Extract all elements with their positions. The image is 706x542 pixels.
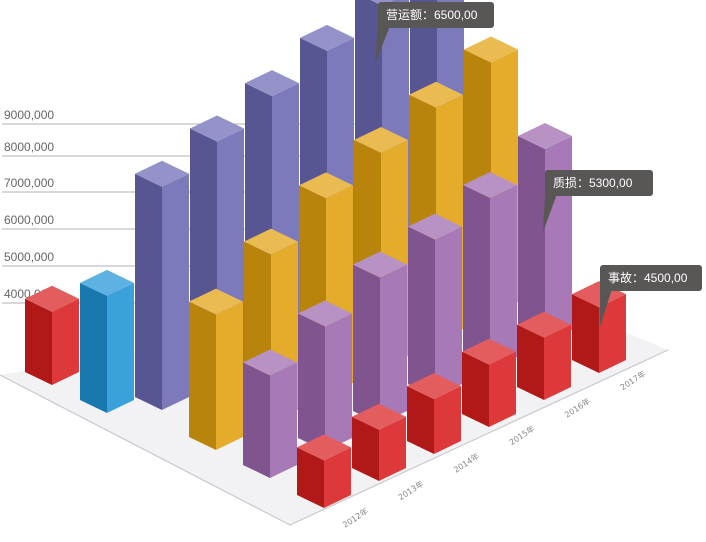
bar [352,403,406,481]
bar [517,311,571,400]
y-tick-label: 6000,000 [4,213,54,227]
bar [25,285,79,385]
callout-label: 质损：5300,00 [553,176,633,190]
x-tick-label: 2017年 [618,368,647,392]
callout-3: 事故：4500,00 [600,265,702,327]
bar [135,160,189,410]
x-tick-label: 2012年 [341,506,370,530]
bar [243,349,297,478]
bar [408,213,462,397]
bar [572,281,626,373]
y-tick-label: 9000,000 [4,108,54,122]
callout-label: 事故：4500,00 [608,270,688,285]
bar [462,338,516,427]
x-tick-label: 2013年 [396,478,425,502]
callouts: 营运额：6500,00 质损：5300,00 事故：4500,00 [375,2,702,327]
bar [353,251,407,424]
y-axis-labels: 4000,0005000,0006000,0007000,0008000,000… [4,108,54,301]
callout-label: 营运额：6500,00 [386,8,478,22]
y-tick-label: 8000,000 [4,140,54,154]
x-tick-label: 2016年 [563,396,592,420]
bar [297,434,351,508]
floor-edge [0,349,669,526]
bar [80,269,134,413]
x-tick-label: 2014年 [452,451,481,475]
bar [189,288,243,450]
y-tick-label: 5000,000 [4,250,54,264]
bar [463,171,517,370]
callout-2: 质损：5300,00 [543,170,653,232]
bar [518,123,572,343]
y-tick-label: 7000,000 [4,176,54,190]
callout-1: 营运额：6500,00 [375,2,494,64]
bars [25,0,626,508]
bar [407,373,461,454]
bar [298,300,352,451]
x-tick-label: 2015年 [507,423,536,447]
